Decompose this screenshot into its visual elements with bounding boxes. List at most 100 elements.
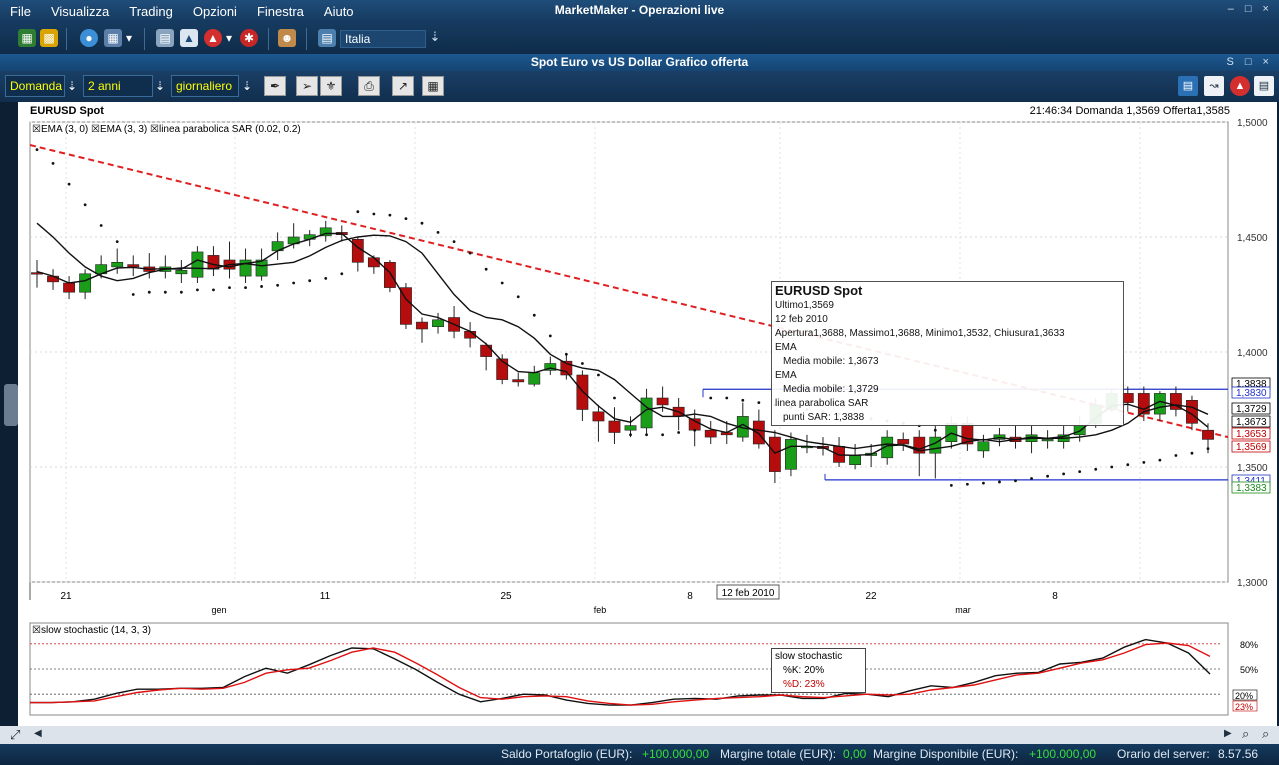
candle[interactable]	[496, 358, 509, 380]
candle[interactable]	[560, 360, 573, 376]
document-icon[interactable]: ▤	[156, 29, 174, 47]
ema-3-3-line[interactable]	[36, 222, 1209, 452]
candle[interactable]	[319, 227, 332, 237]
chevron-double-down-icon[interactable]: ⇣	[429, 29, 441, 44]
candle[interactable]	[977, 441, 990, 452]
candle[interactable]	[1202, 429, 1214, 440]
price-type-select[interactable]: Domanda	[5, 75, 65, 97]
candle[interactable]	[785, 439, 797, 470]
scroll-left-icon[interactable]: ◀	[34, 728, 42, 739]
candle[interactable]	[752, 420, 765, 445]
alert-icon[interactable]: ▲	[1230, 76, 1250, 96]
stochastic-label[interactable]: slow stochastic (14, 3, 3)	[40, 625, 152, 636]
candle[interactable]	[913, 436, 926, 454]
candle[interactable]	[512, 379, 525, 383]
chart-window-controls[interactable]: S □ ×	[1226, 56, 1273, 68]
candle[interactable]	[1041, 439, 1054, 442]
language-icon[interactable]: ▤	[318, 29, 336, 47]
zoom-in-icon[interactable]: ⌕	[1262, 726, 1270, 741]
candle[interactable]	[255, 259, 268, 277]
legend-sar[interactable]: linea parabolica SAR (0.02, 0.2)	[158, 124, 301, 135]
stochastic-d-line[interactable]	[30, 642, 1211, 706]
grid-icon[interactable]: ▦	[104, 29, 122, 47]
zoom-out-icon[interactable]: ⌕	[1242, 726, 1250, 741]
candle[interactable]	[897, 439, 910, 445]
fit-icon[interactable]: ⤢	[10, 727, 21, 742]
language-select[interactable]: Italia	[340, 30, 426, 48]
line-chart-icon[interactable]: ↝	[1204, 76, 1224, 96]
candle[interactable]	[432, 319, 444, 327]
candle[interactable]	[191, 251, 204, 278]
interval-select[interactable]: giornaliero	[171, 75, 239, 97]
menu-trading[interactable]: Trading	[129, 3, 173, 19]
users-icon[interactable]: ☻	[278, 29, 296, 47]
candle[interactable]	[576, 374, 589, 410]
chart-icon[interactable]: ▲	[180, 29, 198, 47]
notes-icon[interactable]: ▤	[1254, 76, 1274, 96]
print-icon[interactable]: ⎙	[358, 76, 380, 96]
candle[interactable]	[592, 411, 605, 422]
trend-line[interactable]	[29, 144, 1229, 439]
candle[interactable]	[351, 239, 364, 263]
candle[interactable]	[1073, 425, 1086, 436]
alert-icon[interactable]: ▲	[204, 29, 222, 47]
candle[interactable]	[367, 257, 380, 268]
candle[interactable]	[640, 397, 653, 429]
candle[interactable]	[608, 420, 621, 433]
settings-icon[interactable]: ✱	[240, 29, 258, 47]
table-icon[interactable]: ▦	[422, 76, 444, 96]
horizontal-scrollbar[interactable]: ⤢ ◀ ▶ ⌕ ⌕	[0, 726, 1279, 744]
chevron-down-icon[interactable]: ▾	[225, 31, 233, 45]
chevron-down-icon[interactable]: ▾	[125, 31, 133, 45]
candle[interactable]	[624, 425, 637, 431]
menu-finestra[interactable]: Finestra	[256, 3, 304, 19]
chevron-double-down-icon[interactable]: ⇣	[241, 79, 253, 93]
candle[interactable]	[416, 321, 428, 330]
fan-icon[interactable]: ⚜	[320, 76, 342, 96]
candle[interactable]	[63, 282, 75, 293]
window-icon[interactable]: ▤	[1178, 76, 1198, 96]
globe-icon[interactable]: ●	[80, 29, 98, 47]
scroll-right-icon[interactable]: ▶	[1224, 728, 1232, 739]
stochastic-k-line[interactable]	[30, 638, 1211, 706]
candle[interactable]	[111, 261, 124, 268]
legend-ema-2[interactable]: EMA (3, 3)	[99, 124, 148, 135]
chevron-double-down-icon[interactable]: ⇣	[154, 79, 166, 93]
candle[interactable]	[881, 436, 894, 459]
chart-type-icon[interactable]: ↗	[392, 76, 414, 96]
candle[interactable]	[239, 259, 252, 277]
panel-handle[interactable]	[4, 384, 18, 426]
candle[interactable]	[768, 436, 781, 472]
window-controls[interactable]: – □ ×	[1227, 3, 1273, 15]
candle[interactable]	[544, 363, 557, 371]
pin-icon[interactable]: ➢	[296, 76, 318, 96]
chevron-double-down-icon[interactable]: ⇣	[66, 79, 78, 93]
candle[interactable]	[1137, 393, 1150, 415]
candle[interactable]	[1170, 393, 1182, 410]
candle[interactable]	[79, 273, 92, 293]
candle[interactable]	[849, 455, 862, 465]
close-icon[interactable]: ☒	[32, 124, 41, 135]
candle[interactable]	[704, 429, 717, 438]
menu-file[interactable]: File	[10, 3, 31, 19]
menu-opzioni[interactable]: Opzioni	[192, 3, 237, 19]
candle[interactable]	[656, 397, 669, 406]
portfolio-icon[interactable]: ▩	[40, 29, 58, 47]
menu-aiuto[interactable]: Aiuto	[323, 3, 354, 19]
candle[interactable]	[383, 261, 396, 288]
legend-ema-1[interactable]: EMA (3, 0)	[40, 124, 89, 135]
candle[interactable]	[47, 275, 59, 283]
period-select[interactable]: 2 anni	[83, 75, 153, 97]
candle[interactable]	[400, 287, 412, 325]
close-icon[interactable]: ☒	[150, 124, 159, 135]
close-icon[interactable]: ☒	[32, 625, 41, 636]
close-icon[interactable]: ☒	[91, 124, 100, 135]
candle[interactable]	[528, 372, 541, 385]
menu-visualizza[interactable]: Visualizza	[50, 3, 110, 19]
candle[interactable]	[127, 264, 140, 268]
layout-icon[interactable]: ▦	[18, 29, 36, 47]
draw-line-icon[interactable]: ✒	[264, 76, 286, 96]
candle[interactable]	[175, 270, 188, 275]
candle[interactable]	[480, 344, 493, 357]
